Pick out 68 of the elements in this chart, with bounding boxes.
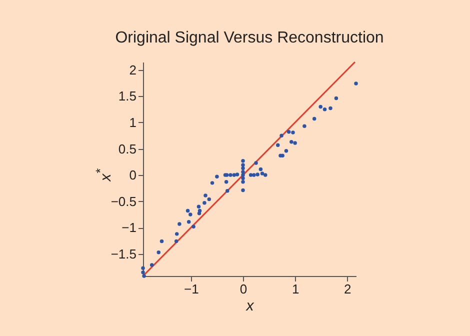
chart-title: Original Signal Versus Reconstruction — [115, 29, 384, 46]
point — [141, 266, 145, 270]
point — [150, 263, 154, 267]
point — [225, 188, 230, 193]
point — [224, 180, 228, 184]
y-tick-label: 0.5 — [118, 141, 136, 156]
point — [256, 172, 260, 176]
point — [276, 143, 280, 147]
point — [252, 173, 256, 177]
x-axis-title: x — [245, 298, 254, 314]
point — [215, 174, 219, 178]
point — [210, 181, 214, 185]
point — [328, 106, 332, 110]
point — [196, 204, 201, 208]
y-tick-label: 0 — [129, 168, 136, 183]
point — [204, 194, 208, 198]
point — [174, 239, 178, 244]
point — [354, 82, 358, 86]
point — [241, 173, 245, 177]
point — [235, 172, 240, 176]
point — [192, 224, 196, 228]
point — [202, 201, 206, 205]
point — [248, 173, 253, 177]
y-tick-label: 2 — [129, 62, 136, 78]
point — [178, 222, 182, 226]
point — [254, 161, 258, 165]
point — [264, 173, 268, 177]
point — [241, 176, 245, 180]
point — [228, 173, 232, 177]
y-tick-label: 1.5 — [118, 88, 136, 104]
x-tick-label: −1 — [184, 282, 199, 296]
point — [322, 107, 327, 112]
point — [188, 212, 192, 216]
point — [280, 134, 284, 138]
x-tick-label: 0 — [240, 282, 248, 296]
point — [197, 212, 202, 216]
point — [334, 96, 338, 100]
point — [291, 130, 295, 134]
point — [241, 188, 245, 192]
x-tick-label: 2 — [344, 282, 352, 296]
point — [286, 130, 291, 134]
point — [207, 197, 212, 202]
point — [174, 232, 179, 236]
y-tick-label: 1 — [129, 114, 136, 130]
point — [186, 208, 190, 213]
point — [241, 170, 245, 174]
point — [293, 141, 297, 145]
point — [302, 124, 306, 128]
point — [241, 166, 245, 170]
point — [186, 220, 191, 224]
y-tick-label: −0.5 — [110, 194, 136, 209]
point — [312, 116, 316, 121]
point — [241, 180, 245, 184]
point — [141, 270, 145, 274]
point — [260, 172, 264, 176]
y-tick-label: −1 — [122, 220, 136, 236]
point — [284, 148, 288, 153]
x-tick-label: 1 — [292, 282, 300, 296]
point — [258, 167, 263, 172]
point — [290, 140, 294, 144]
point — [241, 163, 245, 167]
point — [241, 158, 245, 163]
point — [160, 239, 164, 244]
point — [142, 274, 146, 278]
point — [318, 104, 322, 109]
point — [232, 173, 236, 177]
y-tick-label: −1.5 — [110, 246, 136, 262]
point — [156, 250, 160, 254]
